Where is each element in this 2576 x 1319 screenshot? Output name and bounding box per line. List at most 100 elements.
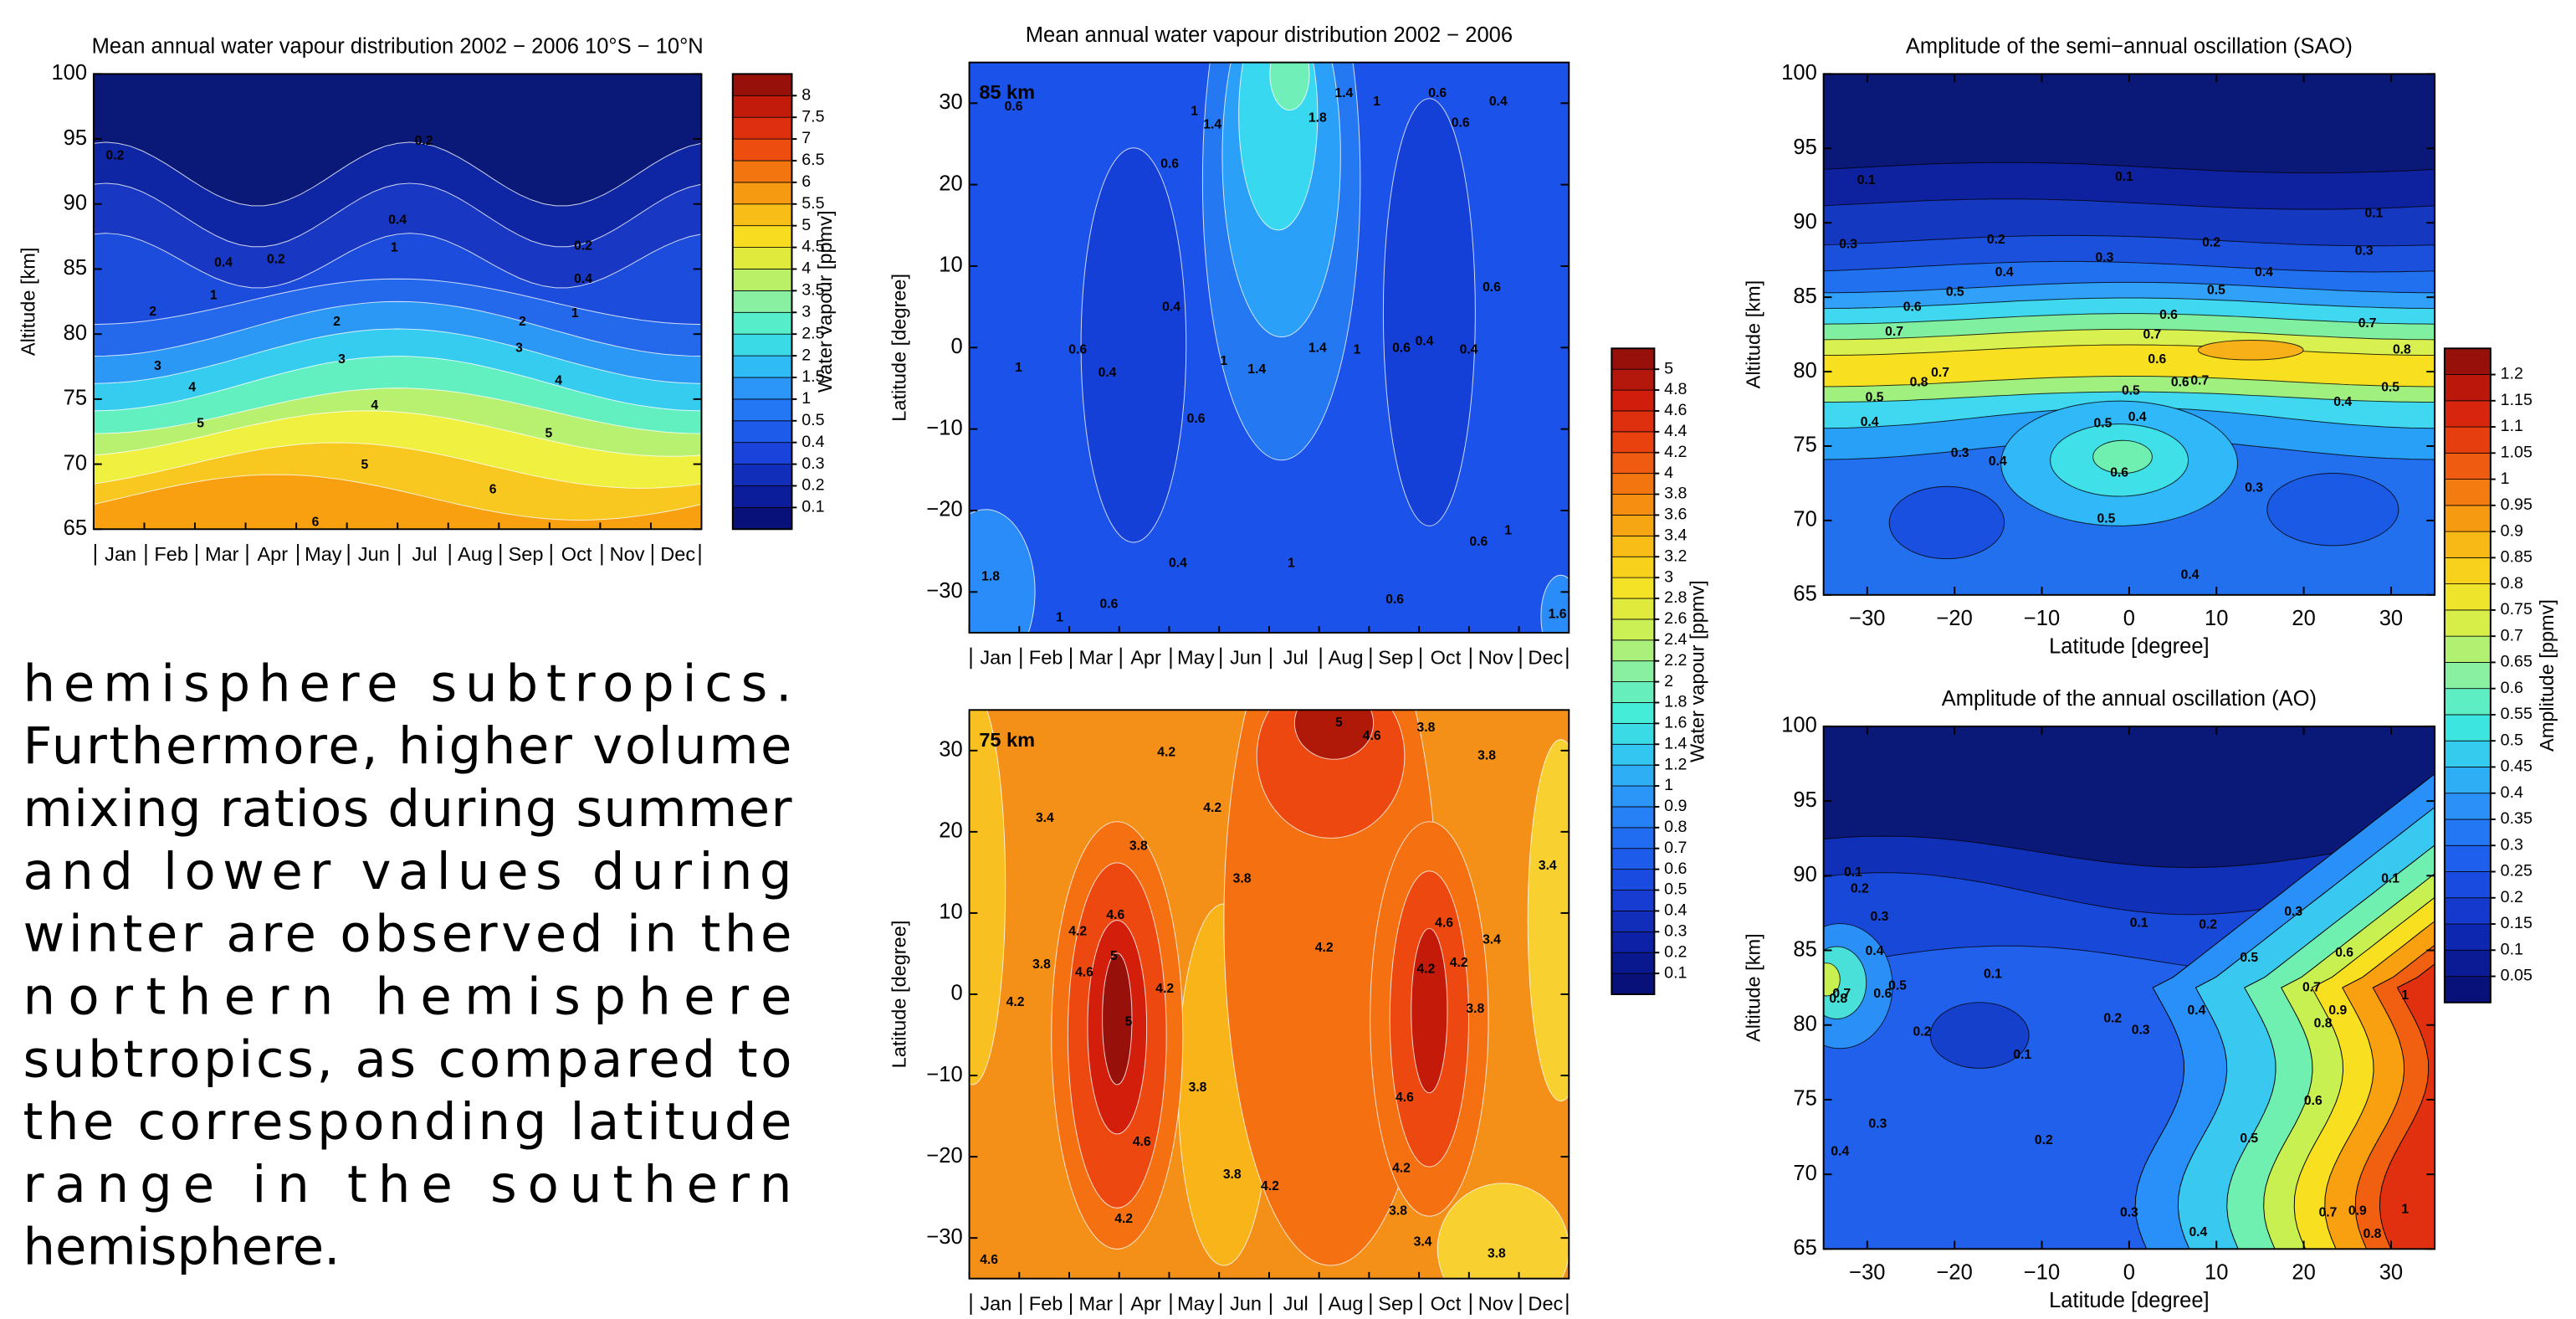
contour-label: 0.4 [1416, 335, 1434, 349]
x-tick-label: −10 [2024, 1261, 2060, 1285]
contour-label: 0.6 [1469, 535, 1488, 549]
body-text-line: range in the southern [23, 1155, 791, 1214]
panel-label: 85 km [979, 81, 1035, 103]
contour-label: 0.8 [2393, 342, 2411, 357]
contour-label: 1 [1373, 95, 1380, 109]
colorbar-tick-label: 5.5 [801, 194, 824, 213]
y-tick-label: 90 [1793, 863, 1816, 886]
contour-label: 0.3 [2132, 1023, 2150, 1037]
contour-label: 0.5 [1888, 978, 1907, 993]
contour-label: 0.6 [1392, 341, 1411, 355]
contour-label: 0.4 [1995, 265, 2014, 280]
contour-label: 4.2 [1450, 956, 1468, 970]
x-tick-label: Aug [458, 543, 493, 565]
colorbar-tick-label: 3.2 [1664, 547, 1687, 565]
x-tick-label: 0 [2123, 1261, 2135, 1285]
contour-label: 4.2 [1261, 1179, 1279, 1193]
y-tick-label: 75 [1793, 434, 1816, 457]
colorbar-tick-label: 0.8 [1664, 818, 1687, 836]
colorbar-tick-label: 2.8 [1664, 588, 1687, 607]
colorbar-cell [732, 116, 792, 140]
colorbar-cell [732, 138, 792, 162]
colorbar-tick-label: 1.05 [2501, 444, 2532, 462]
contour-label: 5 [545, 427, 552, 441]
contour-label: 3.8 [1466, 1002, 1484, 1016]
contour-region [1102, 952, 1133, 1085]
contour-label: 0.1 [2365, 206, 2384, 220]
contour-label: 0.7 [2143, 328, 2161, 342]
y-axis-label: Altitude [km] [1742, 280, 1764, 389]
colorbar-cell [1611, 494, 1655, 516]
contour-label: 0.6 [2148, 352, 2166, 367]
contour-label: 0.6 [1428, 86, 1447, 100]
colorbar-cell [2444, 557, 2491, 585]
colorbar-cell [2444, 688, 2491, 716]
colorbar-cell [732, 464, 792, 486]
colorbar-tick-label: 7.5 [801, 107, 824, 126]
colorbar-tick-label: 0.6 [2501, 679, 2523, 697]
contour-label: 3.8 [1389, 1204, 1407, 1218]
y-tick-label: 65 [1793, 1236, 1816, 1260]
y-tick-label: 30 [939, 90, 962, 114]
contour-label: 0.6 [1187, 412, 1206, 426]
x-tick-label: −30 [1849, 607, 1885, 630]
contour-label: 2 [149, 305, 156, 319]
colorbar-cell [732, 355, 792, 378]
y-tick-label: 30 [939, 738, 962, 762]
contour-label: 0.5 [2240, 1132, 2258, 1146]
contour-label: 0.1 [2381, 872, 2399, 886]
y-tick-label: 70 [1793, 508, 1816, 531]
contour-label: 0.3 [1839, 238, 1857, 252]
y-tick-label: 85 [1793, 285, 1816, 308]
colorbar-tick-label: 0.45 [2501, 757, 2532, 776]
colorbar-tick-label: 4.8 [1664, 380, 1687, 398]
contour-label: 2 [333, 315, 341, 329]
x-tick-label: Sep [1378, 1292, 1413, 1314]
colorbar-tick-label: 0.5 [801, 411, 824, 429]
contour-label: 0.5 [2097, 512, 2115, 526]
contour-label: 3.8 [1189, 1080, 1207, 1095]
contour-label: 0.4 [574, 272, 592, 286]
colorbar-cell [2444, 923, 2491, 951]
x-tick-label: Mar [205, 543, 239, 565]
colorbar-tick-label: 0.5 [2501, 731, 2523, 749]
y-tick-label: 10 [939, 901, 962, 924]
colorbar-cell [1611, 639, 1655, 662]
y-tick-label: 85 [1793, 937, 1816, 961]
contour-label: 3.4 [1414, 1235, 1432, 1250]
colorbar-tick-label: 0.15 [2501, 914, 2532, 932]
contour-label: 1 [2401, 988, 2409, 1003]
y-tick-label: 95 [64, 126, 87, 150]
y-tick-label: 0 [950, 335, 962, 358]
y-tick-label: 0 [950, 982, 962, 1005]
contour-label: 1.6 [1549, 608, 1567, 622]
x-tick-label: Feb [154, 543, 188, 565]
contour-label: 5 [1335, 716, 1343, 730]
contour-label: 0.4 [388, 213, 407, 227]
x-tick-label: −10 [2024, 607, 2060, 630]
contour-label: 0.7 [2190, 374, 2209, 388]
contour-label: 0.2 [2202, 236, 2220, 250]
contour-label: 0.4 [2255, 265, 2273, 280]
colorbar-tick-label: 0.75 [2501, 600, 2532, 618]
colorbar-tick-label: 0.05 [2501, 967, 2532, 985]
contour-region [1527, 739, 1570, 1102]
contour-label: 0.1 [2115, 170, 2133, 184]
x-tick-label: 30 [2379, 1261, 2403, 1285]
colorbar-tick-label: 0.9 [1664, 797, 1687, 815]
contour-label: 3.8 [1233, 872, 1252, 886]
colorbar-cell [1611, 952, 1655, 974]
colorbar-cell [732, 311, 792, 335]
colorbar-cell [2444, 505, 2491, 532]
contour-label: 1.4 [1203, 117, 1221, 131]
colorbar-tick-label: 0.5 [1664, 880, 1687, 899]
y-tick-label: 20 [939, 819, 962, 843]
contour-label: 1.8 [981, 569, 1000, 583]
colorbar-tick-label: 0.55 [2501, 705, 2532, 723]
x-tick-label: 20 [2292, 607, 2315, 630]
contour-region [1929, 1002, 2030, 1069]
contour-label: 0.2 [2199, 918, 2217, 932]
colorbar-tick-label: 0.4 [801, 433, 824, 451]
x-tick-label: 30 [2379, 607, 2403, 630]
contour-label: 1 [571, 306, 579, 321]
